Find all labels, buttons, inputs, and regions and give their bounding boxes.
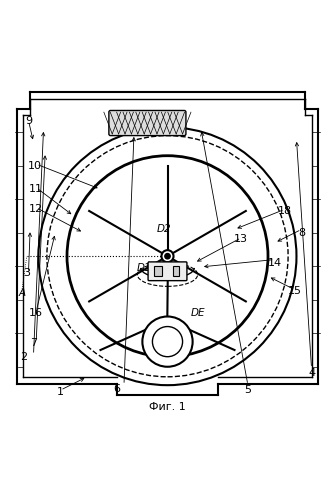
Bar [154,266,162,276]
Text: Фиг. 1: Фиг. 1 [149,402,186,412]
Text: 7: 7 [30,338,37,348]
Text: 16: 16 [29,308,43,318]
Text: 2: 2 [20,352,27,362]
Text: 10: 10 [28,161,42,171]
Bar [173,266,179,276]
Text: D1: D1 [137,263,151,273]
Text: D2: D2 [157,224,172,234]
Text: 6: 6 [114,384,121,394]
Text: 5: 5 [245,385,251,395]
Text: 13: 13 [234,235,248,245]
Text: 3: 3 [23,268,30,278]
Text: 14: 14 [268,258,282,268]
FancyBboxPatch shape [148,262,187,280]
Text: DE: DE [190,308,205,318]
Text: 4: 4 [308,368,315,378]
Text: A: A [18,288,25,298]
Text: 15: 15 [288,286,302,296]
Text: 12: 12 [29,204,43,214]
Circle shape [161,250,174,262]
Circle shape [142,316,193,367]
Text: 8: 8 [298,228,305,238]
Text: 18: 18 [278,206,292,216]
Text: 1: 1 [57,387,64,397]
Text: 11: 11 [29,184,43,194]
Text: 9: 9 [25,116,32,126]
Text: D1: D1 [170,263,185,273]
FancyBboxPatch shape [109,110,186,136]
Circle shape [165,253,170,259]
Circle shape [152,326,183,357]
